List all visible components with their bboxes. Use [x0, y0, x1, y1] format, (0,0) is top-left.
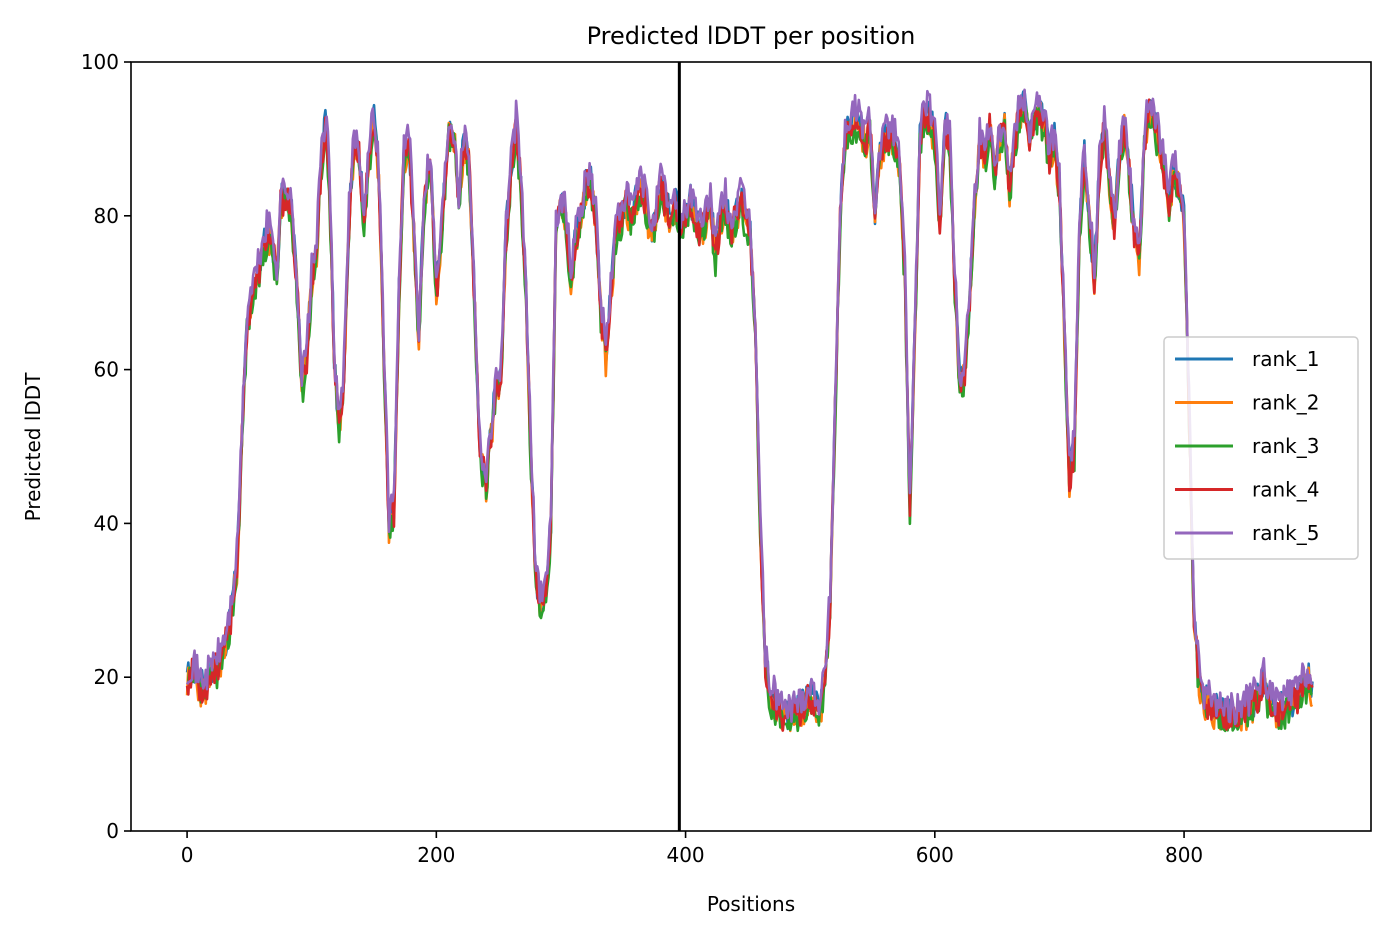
legend: rank_1 rank_2 rank_3 rank_4 rank_5: [1163, 336, 1359, 560]
x-tick-label: 400: [666, 843, 704, 867]
y-axis: 0 20 40 60 80 100: [81, 50, 131, 843]
legend-label: rank_4: [1252, 478, 1319, 502]
y-tick-label: 20: [94, 665, 119, 689]
chart-title: Predicted lDDT per position: [587, 22, 916, 50]
legend-label: rank_2: [1252, 391, 1319, 415]
x-tick-label: 0: [181, 843, 194, 867]
legend-label: rank_5: [1252, 521, 1319, 545]
legend-items: rank_1 rank_2 rank_3 rank_4 rank_5: [1175, 347, 1319, 545]
series-layer: [185, 88, 1314, 733]
y-tick-label: 40: [94, 511, 119, 535]
series-line-rank-5: [185, 88, 1314, 726]
y-tick-label: 100: [81, 50, 119, 74]
x-axis: 0 200 400 600 800: [181, 831, 1203, 867]
x-tick-label: 800: [1165, 843, 1203, 867]
x-tick-label: 600: [916, 843, 954, 867]
legend-box: [1163, 336, 1359, 560]
plot-area: [130, 61, 1372, 832]
y-tick-label: 60: [94, 358, 119, 382]
y-axis-label: Predicted lDDT: [21, 372, 45, 522]
series-line-rank-3: [187, 103, 1313, 733]
legend-label: rank_3: [1252, 434, 1319, 458]
axes-frame: [130, 61, 1372, 832]
y-tick-label: 80: [94, 204, 119, 228]
x-tick-label: 200: [417, 843, 455, 867]
y-tick-label: 0: [106, 819, 119, 843]
x-axis-label: Positions: [707, 892, 795, 916]
legend-label: rank_1: [1252, 347, 1319, 371]
